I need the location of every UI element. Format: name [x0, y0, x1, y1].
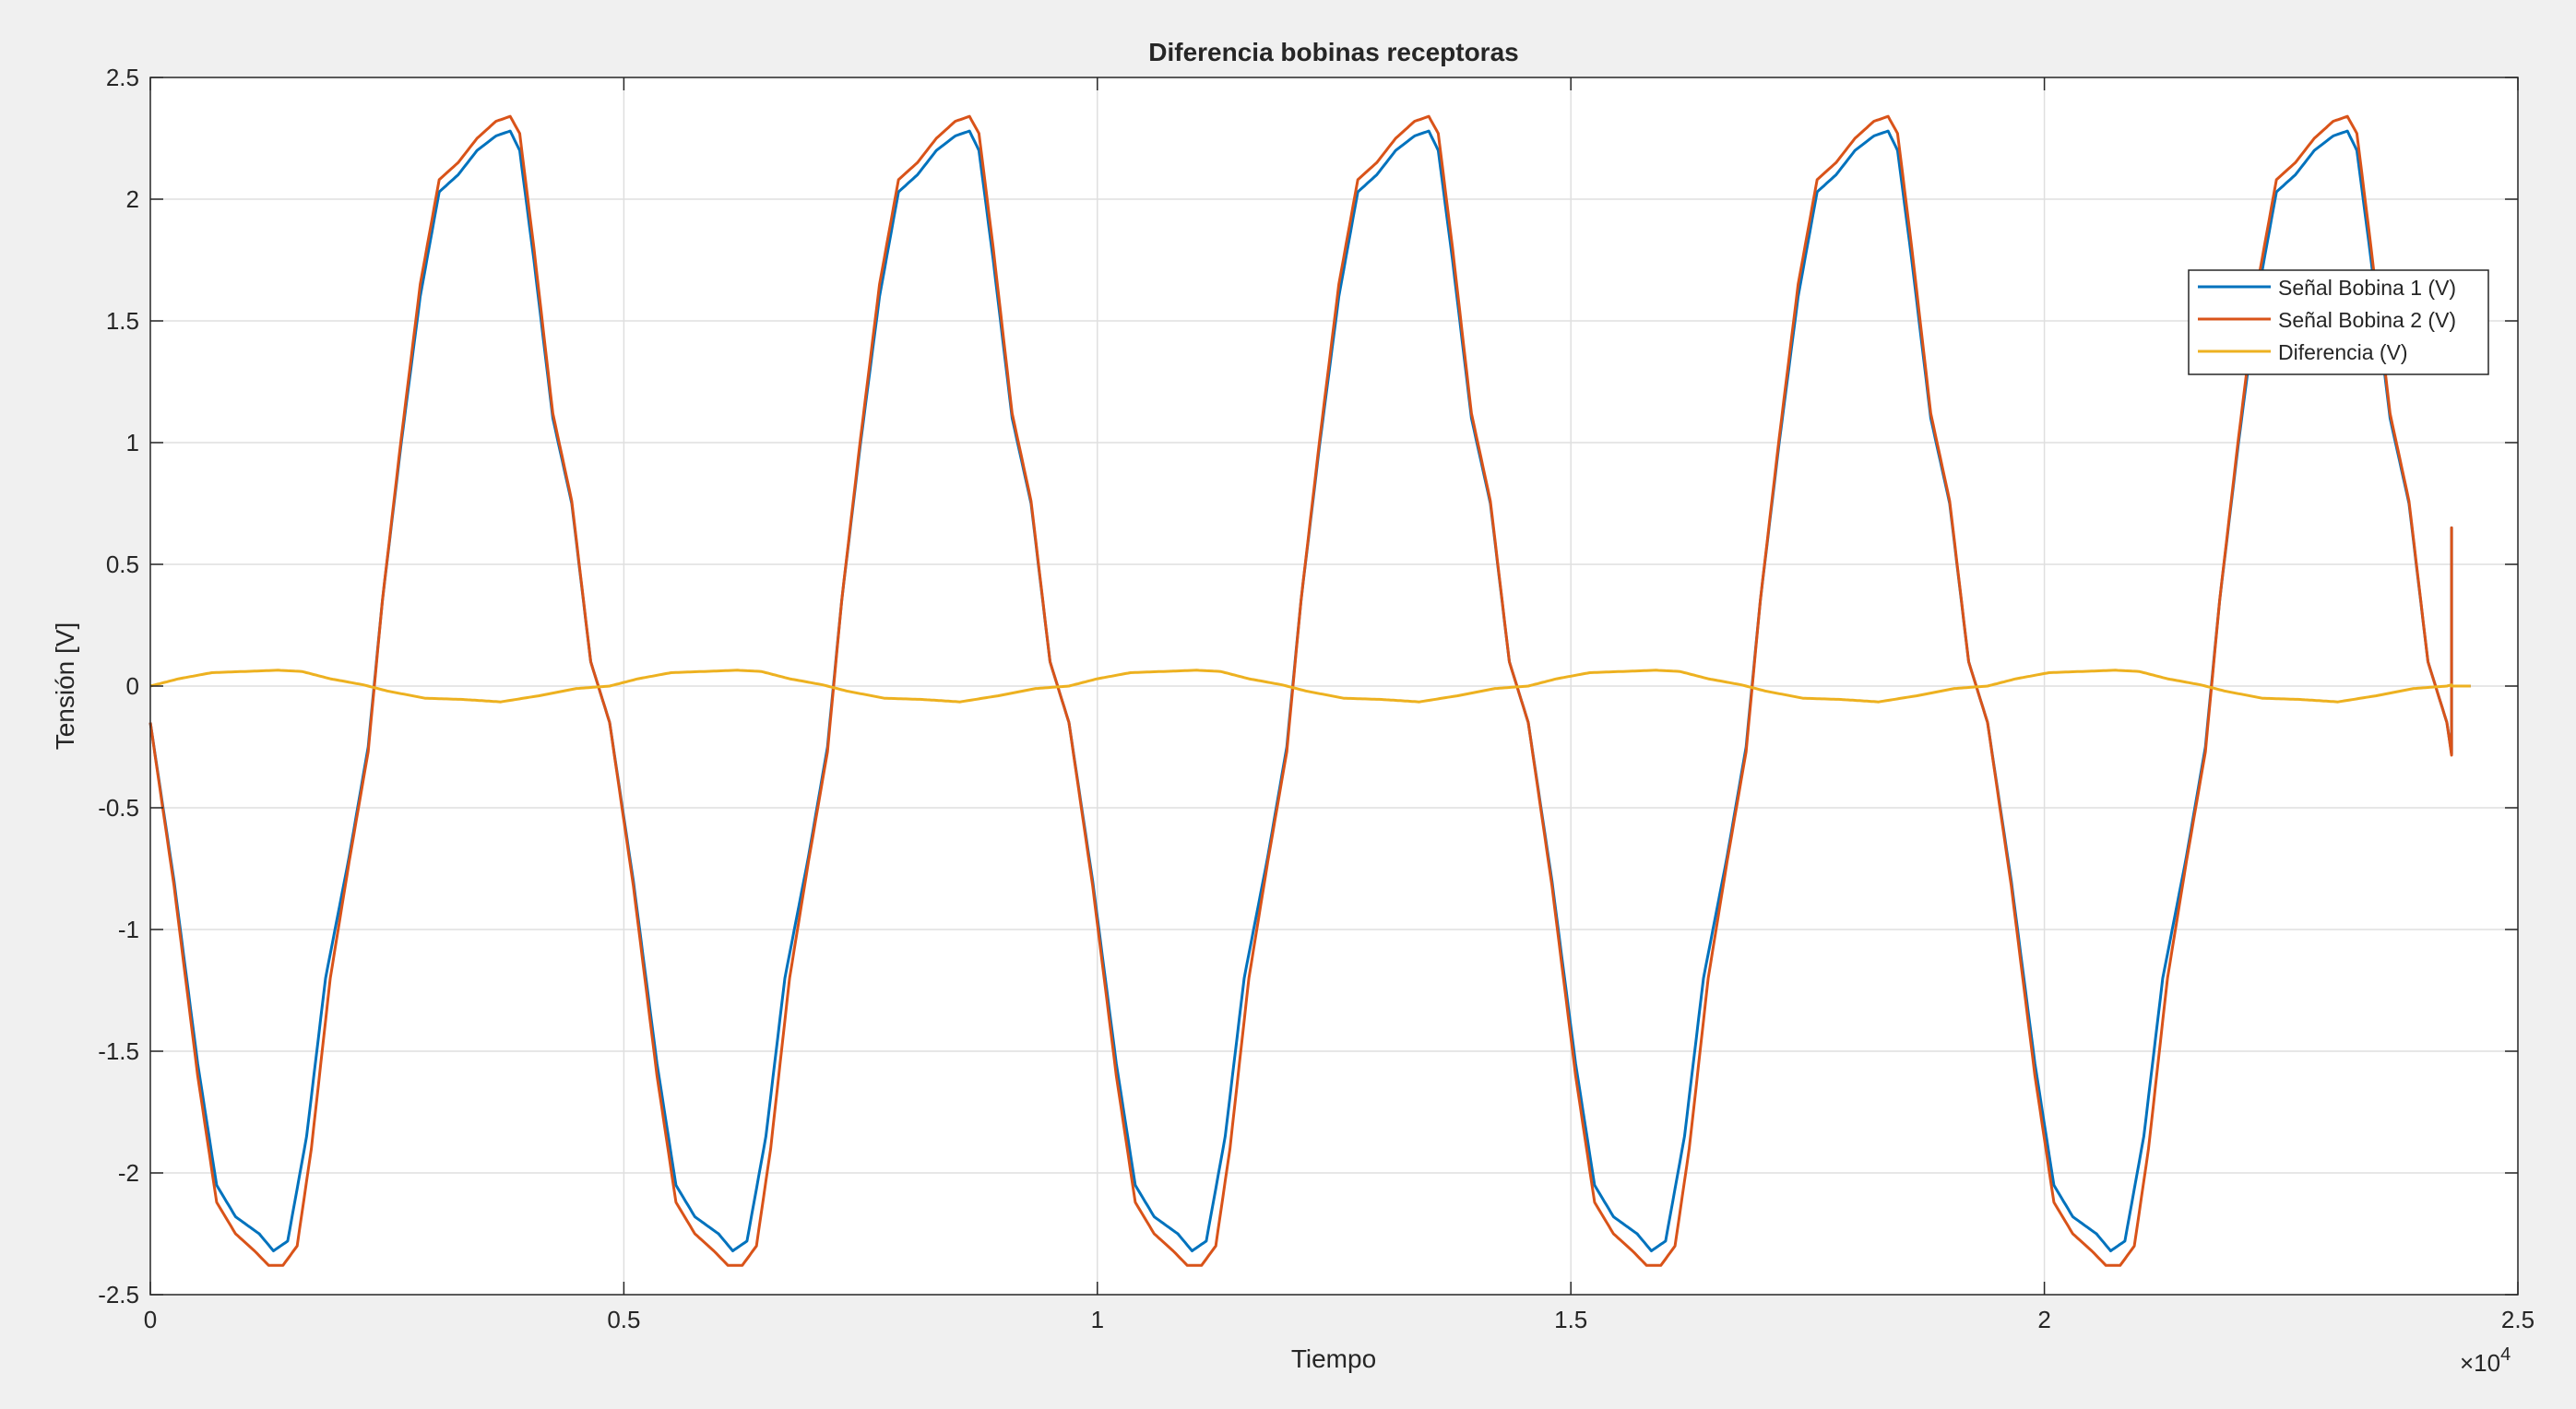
x-tick-label: 2.5	[2501, 1306, 2534, 1333]
y-axis-label: Tensión [V]	[51, 622, 79, 751]
x-axis-label: Tiempo	[1291, 1344, 1376, 1373]
axis-ticks	[149, 77, 2519, 1296]
y-tick-label: -2.5	[98, 1281, 139, 1308]
x-axis-exponent: ×104	[2460, 1344, 2511, 1377]
y-tick-label: 1.5	[106, 307, 139, 335]
series-layer	[148, 114, 2471, 1267]
y-tick-label: 2.5	[106, 64, 139, 91]
x-tick-label: 0.5	[607, 1306, 640, 1333]
y-tick-label: -1.5	[98, 1037, 139, 1065]
legend-label-1: Señal Bobina 1 (V)	[2278, 276, 2456, 300]
chart-title: Diferencia bobinas receptoras	[1148, 38, 1518, 66]
series-line-2	[148, 114, 2471, 1267]
y-tick-label: 1	[126, 429, 139, 456]
x-tick-label: 0	[144, 1306, 157, 1333]
x-tick-label: 1.5	[1554, 1306, 1587, 1333]
x-tick-label: 2	[2037, 1306, 2050, 1333]
series-line-3	[149, 669, 2471, 704]
y-tick-label: -0.5	[98, 794, 139, 822]
legend-label-3: Diferencia (V)	[2278, 340, 2408, 364]
legend-label-2: Señal Bobina 2 (V)	[2278, 308, 2456, 332]
legend-items: Señal Bobina 1 (V) Señal Bobina 2 (V) Dife…	[2198, 276, 2456, 364]
y-tick-label: -1	[118, 916, 139, 943]
y-tick-label: 0.5	[106, 551, 139, 578]
legend[interactable]: Señal Bobina 1 (V) Señal Bobina 2 (V) Dife…	[2188, 269, 2489, 375]
y-tick-label: -2	[118, 1159, 139, 1187]
axis-tick-labels: 0 0.5 1 1.5 2 2.5 -2.5 -2 -1.5 -1 -0.5 0 0.5 1 1.5 2 2.5	[98, 64, 2534, 1333]
x-tick-label: 1	[1091, 1306, 1104, 1333]
y-tick-label: 0	[126, 672, 139, 700]
y-tick-label: 2	[126, 185, 139, 213]
